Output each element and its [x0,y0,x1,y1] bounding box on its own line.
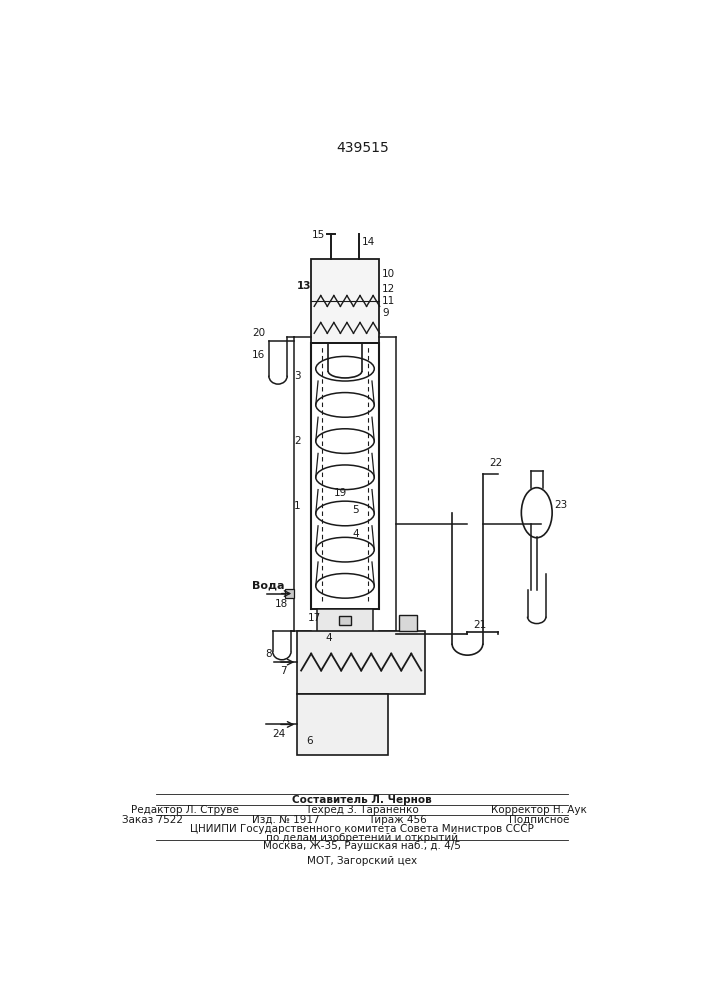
Text: Тираж 456: Тираж 456 [368,815,427,825]
Text: 9: 9 [382,308,389,318]
Text: 20: 20 [252,328,265,338]
Text: 14: 14 [362,237,375,247]
Text: 19: 19 [334,488,347,498]
Bar [339,616,351,625]
Text: Изд. № 1917: Изд. № 1917 [252,815,320,825]
Text: Подписное: Подписное [509,815,569,825]
Text: 21: 21 [474,620,487,630]
Text: 8: 8 [265,649,271,659]
Text: 12: 12 [382,284,395,294]
Text: 10: 10 [382,269,395,279]
Bar [399,615,417,631]
Text: Корректор Н. Аук: Корректор Н. Аук [491,805,588,815]
Text: 23: 23 [554,500,568,510]
Text: 11: 11 [382,296,395,306]
Bar [297,631,425,694]
Bar [311,259,379,343]
Text: 3: 3 [294,371,300,381]
Bar [285,589,294,598]
Text: Москва, Ж-35, Раушская наб., д. 4/5: Москва, Ж-35, Раушская наб., д. 4/5 [264,841,461,851]
Text: 4: 4 [325,633,332,643]
Text: 2: 2 [294,436,300,446]
Bar [297,694,388,755]
Text: 7: 7 [281,666,287,676]
Text: 16: 16 [252,350,265,360]
Text: 6: 6 [307,736,313,746]
Text: Редактор Л. Струве: Редактор Л. Струве [132,805,240,815]
Text: 17: 17 [308,613,321,623]
Text: Заказ 7522: Заказ 7522 [122,815,183,825]
Text: 1: 1 [294,501,300,511]
Text: Вода: Вода [252,581,284,591]
Text: Составитель Л. Чернов: Составитель Л. Чернов [293,795,432,805]
Text: 18: 18 [275,599,288,609]
Text: по делам изобретений и открытий: по делам изобретений и открытий [267,833,458,843]
Text: 15: 15 [312,231,325,240]
Bar [317,609,373,632]
Text: 24: 24 [273,729,286,739]
Text: 439515: 439515 [337,141,389,155]
Text: 5: 5 [352,505,358,515]
Text: ЦНИИПИ Государственного комитета Совета Министров СССР: ЦНИИПИ Государственного комитета Совета … [190,824,534,834]
Text: 13: 13 [297,281,312,291]
Text: МОТ, Загорский цех: МОТ, Загорский цех [308,856,417,866]
Text: 4: 4 [352,529,358,539]
Text: Техред З. Тараненко: Техред З. Тараненко [305,805,419,815]
Text: 22: 22 [489,458,502,468]
